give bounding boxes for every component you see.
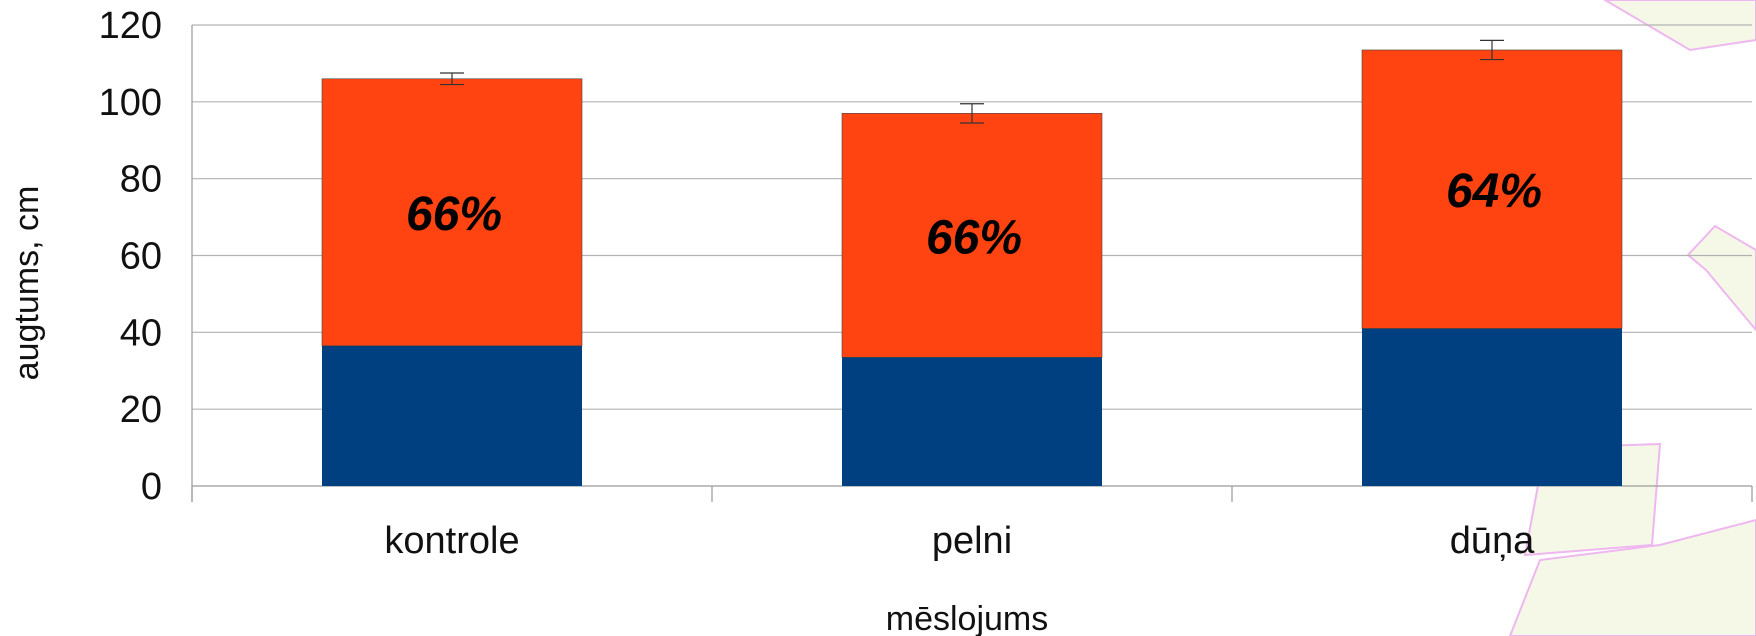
- decor-shape-corner: [1508, 518, 1756, 636]
- axes: [191, 25, 1753, 502]
- bar-segment: [322, 345, 582, 486]
- y-tick-label: 40: [120, 312, 162, 354]
- x-axis-title: mēslojums: [886, 600, 1048, 636]
- bar-segment: [321, 78, 583, 347]
- labels: 0 20 40 60 80 100 120 66% kontrole 66% pelni 64% dūņ…: [99, 5, 1542, 562]
- bars: [321, 39, 1623, 486]
- y-tick-label: 0: [141, 466, 162, 508]
- y-tick-label: 100: [99, 82, 162, 124]
- y-tick-label: 120: [99, 5, 162, 47]
- bar-percent-label: 64%: [1446, 165, 1542, 218]
- bar-percent-label: 66%: [406, 188, 502, 241]
- bar-segment: [1362, 328, 1622, 486]
- bar-segment: [842, 357, 1102, 486]
- x-category-label: pelni: [932, 520, 1012, 562]
- y-tick-label: 60: [120, 236, 162, 278]
- y-axis-title: augtums, cm: [8, 186, 46, 381]
- y-tick-label: 20: [120, 389, 162, 431]
- x-category-label: dūņa: [1450, 520, 1535, 562]
- x-category-label: kontrole: [384, 520, 519, 562]
- bar-percent-label: 66%: [926, 211, 1022, 264]
- bar-segment: [841, 113, 1103, 358]
- bar-segment: [1361, 49, 1623, 329]
- decor-shape-mid: [1686, 224, 1756, 332]
- y-tick-label: 80: [120, 159, 162, 201]
